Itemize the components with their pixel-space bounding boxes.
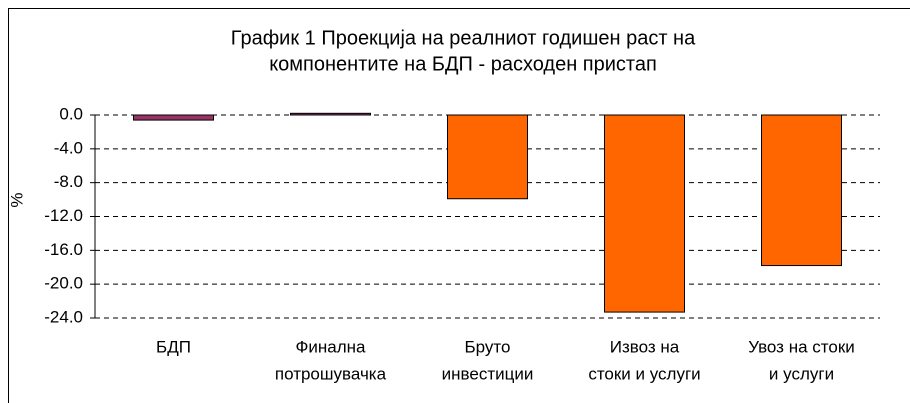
x-tick-label: инвестиции <box>442 364 534 383</box>
chart-title: компонентите на БДП - расходен пристап <box>269 53 657 75</box>
y-tick-label: -20.0 <box>44 274 83 293</box>
y-tick-label: -4.0 <box>54 138 83 157</box>
chart-title: График 1 Проекција на реалниот годишен р… <box>231 27 696 49</box>
bar <box>133 114 214 121</box>
x-tick-label: и услуги <box>769 364 834 383</box>
x-tick-label: Бруто <box>465 337 511 356</box>
x-tick-label: Извоз на <box>610 337 680 356</box>
bar <box>761 114 842 267</box>
y-tick-label: -12.0 <box>44 206 83 225</box>
x-tick-label: потрошувачка <box>275 364 387 383</box>
x-tick-label: БДП <box>156 337 191 356</box>
bar <box>604 114 685 313</box>
y-tick-label: -16.0 <box>44 240 83 259</box>
bar <box>290 112 371 116</box>
y-tick-label: -8.0 <box>54 172 83 191</box>
y-axis-label: % <box>7 192 26 207</box>
x-tick-label: Финална <box>295 337 366 356</box>
y-tick-label: -24.0 <box>44 307 83 326</box>
x-tick-label: стоки и услуги <box>588 364 700 383</box>
bar <box>447 114 528 200</box>
y-tick-label: 0.0 <box>59 104 83 123</box>
x-tick-label: Увоз на стоки <box>748 337 855 356</box>
chart-frame <box>8 8 910 403</box>
